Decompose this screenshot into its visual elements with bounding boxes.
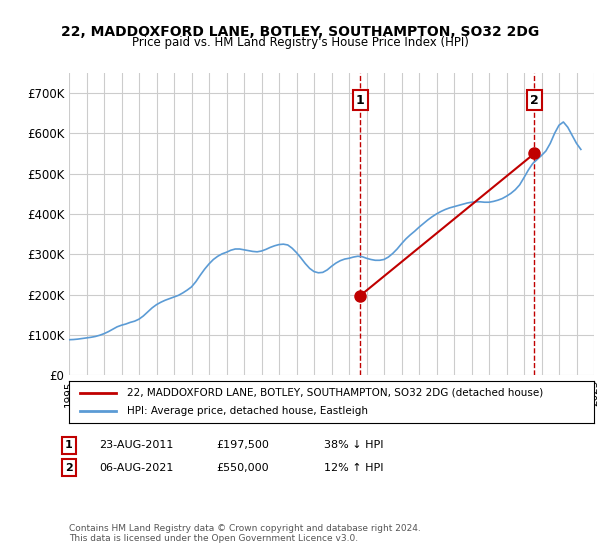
Text: 1: 1: [356, 94, 365, 106]
Text: 38% ↓ HPI: 38% ↓ HPI: [324, 440, 383, 450]
Text: Price paid vs. HM Land Registry's House Price Index (HPI): Price paid vs. HM Land Registry's House …: [131, 36, 469, 49]
Text: 22, MADDOXFORD LANE, BOTLEY, SOUTHAMPTON, SO32 2DG (detached house): 22, MADDOXFORD LANE, BOTLEY, SOUTHAMPTON…: [127, 388, 543, 398]
Text: £550,000: £550,000: [216, 463, 269, 473]
Text: 22, MADDOXFORD LANE, BOTLEY, SOUTHAMPTON, SO32 2DG: 22, MADDOXFORD LANE, BOTLEY, SOUTHAMPTON…: [61, 25, 539, 39]
Text: Contains HM Land Registry data © Crown copyright and database right 2024.
This d: Contains HM Land Registry data © Crown c…: [69, 524, 421, 543]
Text: 1: 1: [65, 440, 73, 450]
Text: £197,500: £197,500: [216, 440, 269, 450]
Text: 2: 2: [65, 463, 73, 473]
Text: 23-AUG-2011: 23-AUG-2011: [99, 440, 173, 450]
Text: 12% ↑ HPI: 12% ↑ HPI: [324, 463, 383, 473]
Text: 06-AUG-2021: 06-AUG-2021: [99, 463, 173, 473]
Text: HPI: Average price, detached house, Eastleigh: HPI: Average price, detached house, East…: [127, 406, 368, 416]
Text: 2: 2: [530, 94, 539, 106]
